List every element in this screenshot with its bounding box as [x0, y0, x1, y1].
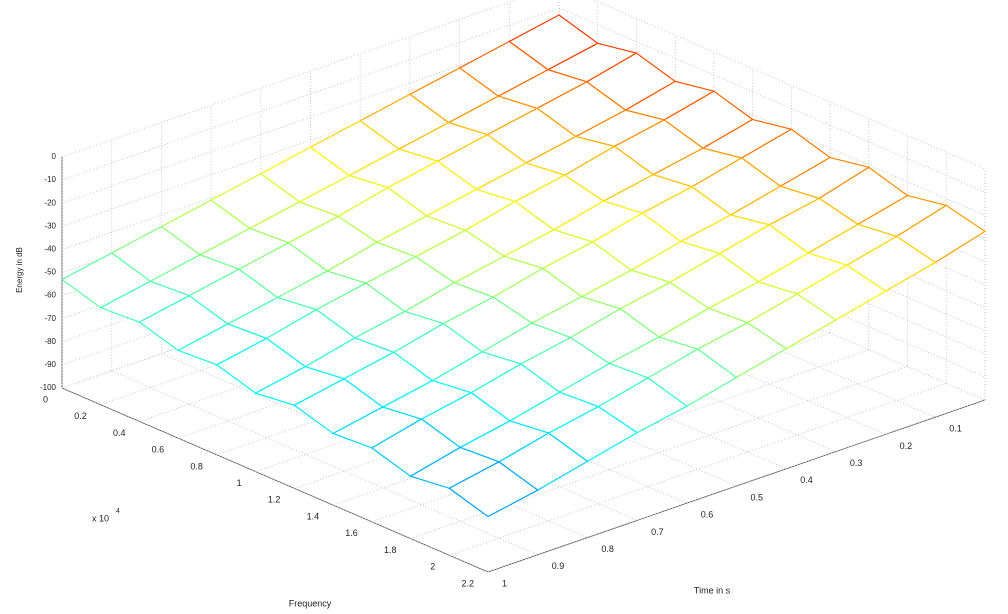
x-tick-label: 2.2	[461, 578, 474, 588]
y-tick-label: 0.2	[900, 441, 913, 451]
y-tick-label: 0.4	[800, 475, 813, 485]
z-tick-label: -10	[44, 175, 56, 184]
x-tick-label: 1.2	[268, 495, 281, 505]
z-axis-label: Energy in dB	[15, 247, 24, 293]
y-tick-label: 0.1	[949, 424, 962, 434]
grid-line	[61, 0, 517, 158]
y-tick-label: 0.5	[751, 492, 764, 502]
z-tick-label: -40	[44, 245, 56, 254]
x-tick-label: 0.2	[74, 411, 87, 421]
y-tick-label: 1	[502, 578, 507, 588]
x-multiplier-exponent: 4	[116, 508, 120, 515]
z-tick-label: -30	[44, 221, 56, 230]
surface-cell	[448, 461, 539, 518]
z-tick-label: -70	[44, 314, 56, 323]
x-tick-label: 2	[430, 562, 435, 572]
x-tick-label: 1.4	[307, 511, 320, 521]
x-tick-label: 0	[43, 394, 48, 404]
grid-line	[449, 382, 947, 556]
x-tick-label: 0.8	[190, 461, 203, 471]
x-tick-label: 1	[237, 478, 242, 488]
z-tick-label: 0	[52, 152, 57, 161]
y-tick-label: 0.9	[552, 561, 565, 571]
axis-edge	[61, 387, 489, 573]
x-axis-label: Frequency	[289, 598, 332, 608]
x-tick-label: 1.6	[345, 528, 358, 538]
x-multiplier: x 10	[92, 513, 109, 523]
x-tick-label: 1.8	[384, 545, 397, 555]
y-tick-label: 0.3	[850, 458, 863, 468]
z-tick-label: -60	[44, 291, 56, 300]
x-tick-label: 0.6	[152, 445, 165, 455]
y-tick-label: 0.8	[601, 544, 614, 554]
z-tick-label: -100	[40, 383, 57, 392]
y-axis-label: Time in s	[694, 585, 731, 595]
z-tick-label: -90	[44, 360, 56, 369]
y-tick-label: 0.7	[651, 527, 664, 537]
grid-line	[371, 349, 869, 523]
grid-line	[487, 399, 986, 573]
y-tick-label: 0.6	[701, 510, 714, 520]
z-tick-label: -20	[44, 198, 56, 207]
z-tick-label: -80	[44, 337, 56, 346]
grid-line	[61, 7, 560, 181]
z-tick-label: -50	[44, 268, 56, 277]
x-tick-label: 0.4	[113, 428, 126, 438]
